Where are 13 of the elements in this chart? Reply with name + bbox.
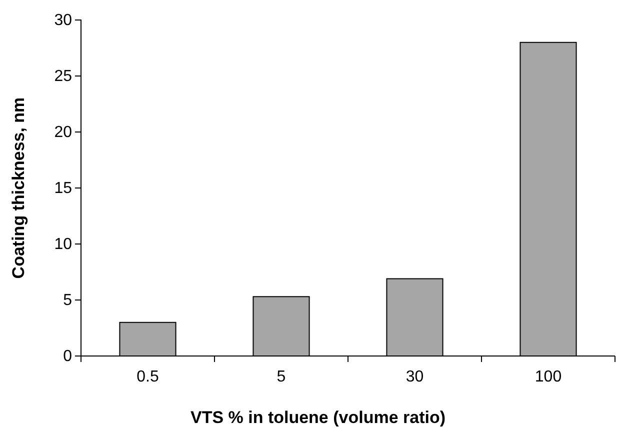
y-tick-label: 15 bbox=[54, 180, 72, 198]
y-tick-label: 5 bbox=[63, 292, 72, 310]
y-tick-label: 20 bbox=[54, 124, 72, 142]
x-tick-label: 30 bbox=[406, 368, 424, 386]
y-tick-label: 0 bbox=[63, 348, 72, 366]
y-tick-label: 10 bbox=[54, 236, 72, 254]
x-tick-label: 0.5 bbox=[136, 368, 159, 386]
x-tick-label: 5 bbox=[276, 368, 286, 386]
y-tick-label: 30 bbox=[54, 12, 72, 30]
x-axis-title: VTS % in toluene (volume ratio) bbox=[190, 408, 446, 427]
y-tick-label: 25 bbox=[54, 68, 72, 86]
x-tick-label: 100 bbox=[534, 368, 562, 386]
y-axis-title: Coating thickness, nm bbox=[9, 97, 28, 279]
